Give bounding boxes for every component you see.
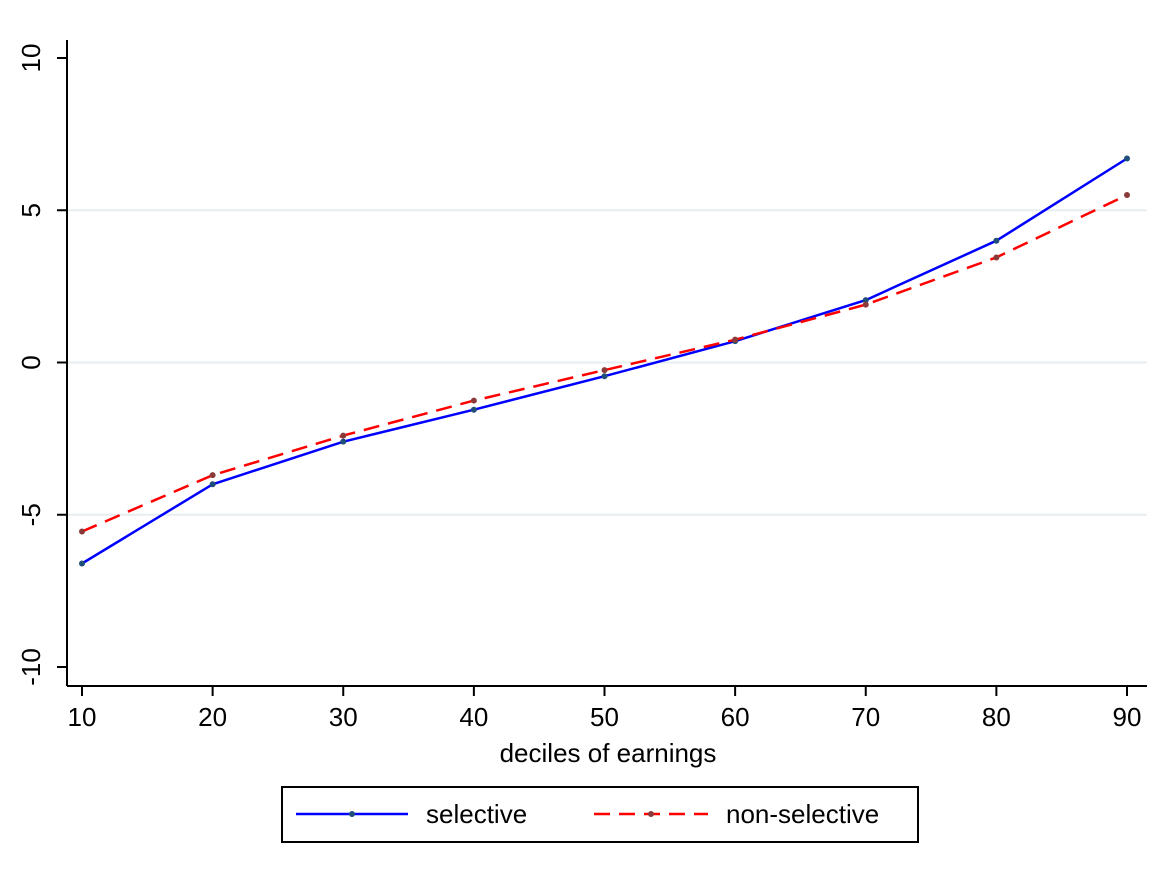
data-point [993, 237, 1000, 244]
x-axis-title: deciles of earnings [500, 738, 717, 768]
series-line-selective [81, 157, 1128, 565]
y-axis-ticks: -10 -5 0 5 10 [16, 44, 67, 686]
data-point [993, 254, 1000, 261]
data-point [470, 406, 477, 413]
y-tick-label: -10 [16, 648, 46, 686]
y-tick-label: -5 [16, 503, 46, 526]
x-tick-label: 70 [851, 702, 880, 732]
y-tick-label: 0 [16, 355, 46, 369]
legend: selective non-selective [281, 786, 919, 843]
legend-marker [349, 811, 355, 817]
series-line-non-selective [81, 193, 1128, 533]
data-point [1124, 192, 1130, 199]
x-tick-label: 40 [459, 702, 488, 732]
x-axis-ticks: 10 20 30 40 50 60 70 80 90 [68, 686, 1142, 732]
x-tick-label: 10 [68, 702, 97, 732]
data-point [209, 481, 216, 488]
data-point [1124, 155, 1130, 162]
data-point [340, 432, 347, 439]
gridlines [67, 209, 1147, 516]
data-point [79, 528, 85, 535]
x-tick-label: 80 [982, 702, 1011, 732]
data-point [601, 367, 608, 374]
data-point [209, 472, 216, 479]
y-tick-label: 5 [16, 203, 46, 217]
x-tick-label: 50 [590, 702, 619, 732]
data-point [862, 301, 869, 308]
data-point [601, 373, 608, 380]
y-tick-label: 10 [16, 44, 46, 73]
x-tick-label: 30 [329, 702, 358, 732]
data-point [732, 336, 739, 343]
x-tick-label: 60 [721, 702, 750, 732]
x-tick-label: 90 [1113, 702, 1142, 732]
x-tick-label: 20 [198, 702, 227, 732]
data-point [862, 297, 869, 304]
data-point [340, 438, 347, 445]
legend-marker [648, 811, 654, 817]
data-point [79, 560, 85, 567]
series-lines [79, 155, 1130, 567]
legend-label-selective: selective [426, 799, 527, 829]
legend-label-non-selective: non-selective [726, 799, 879, 829]
data-point [470, 397, 477, 404]
